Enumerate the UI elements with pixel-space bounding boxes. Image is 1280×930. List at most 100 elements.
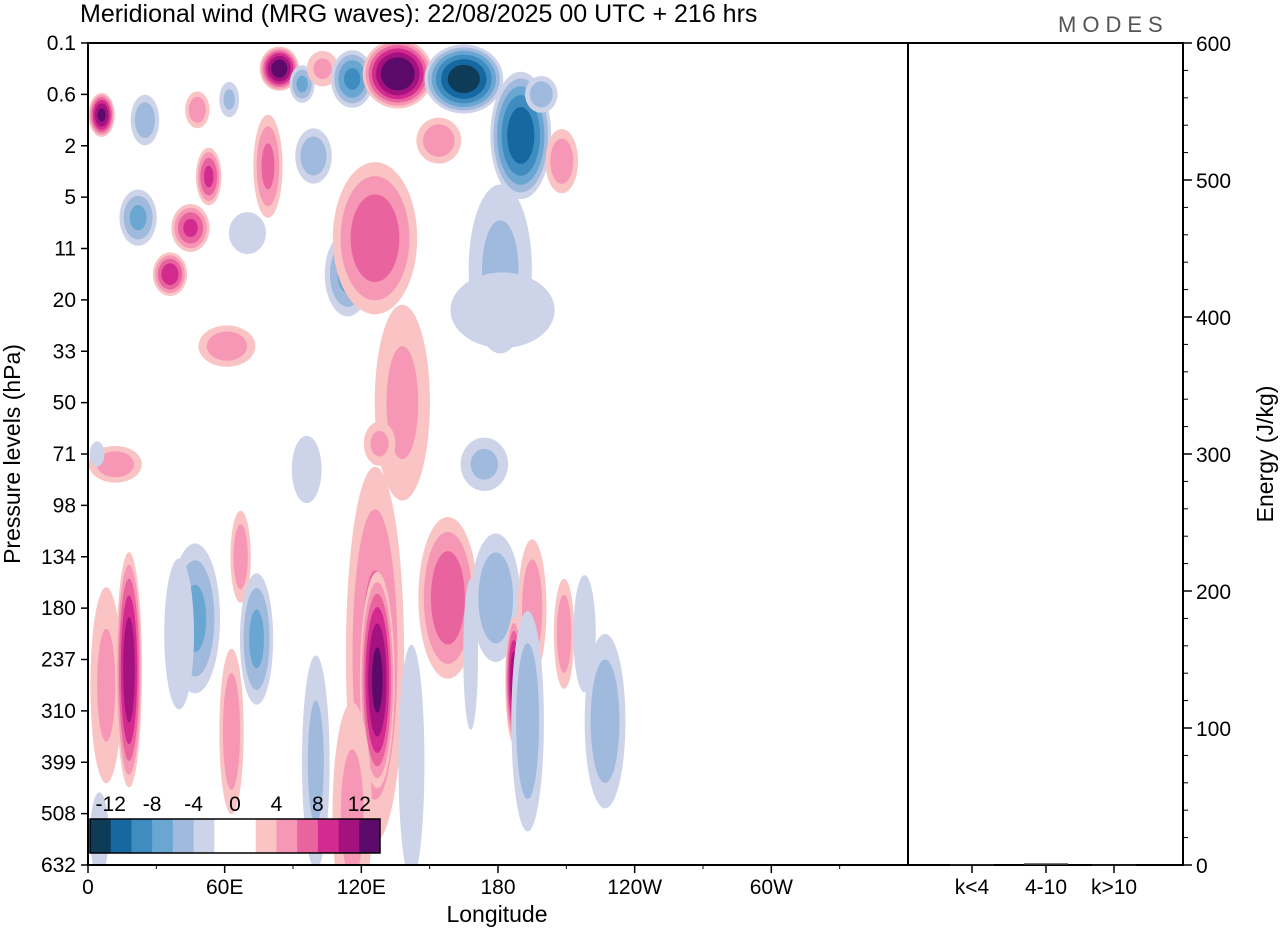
colorbar-swatch [338, 819, 360, 853]
wind-anomaly-29 [291, 435, 322, 504]
wind-anomaly-2 [185, 91, 210, 129]
energy-tick-label: 500 [1196, 170, 1231, 193]
wind-anomaly-17 [362, 43, 433, 109]
colorbar-swatch [359, 819, 381, 853]
wind-anomaly-9 [198, 325, 256, 367]
energy-category-label: 4-10 [1025, 876, 1067, 899]
wind-anomaly-35 [164, 558, 195, 710]
contour-level-2 [233, 524, 248, 590]
pressure-tick-label: 33 [53, 340, 76, 363]
y-axis-label-left: Pressure levels (hPa) [0, 344, 25, 564]
wind-anomaly-14 [306, 50, 339, 87]
contour-level-5 [123, 617, 135, 723]
contour-level-4 [161, 263, 179, 286]
wind-anomaly-10 [259, 46, 300, 91]
contour-level-2 [300, 136, 327, 176]
pressure-tick-label: 98 [53, 494, 76, 517]
colorbar-swatch [235, 819, 257, 853]
pressure-tick-label: 5 [64, 186, 76, 209]
wind-anomaly-19 [374, 304, 430, 501]
wind-anomaly-37 [239, 573, 274, 705]
wind-anomaly-4 [171, 203, 210, 252]
contour-level-3 [261, 143, 275, 190]
wind-anomaly-43 [398, 644, 425, 865]
contour-level-2 [134, 102, 156, 138]
energy-bar [950, 864, 994, 866]
wind-anomaly-52 [584, 633, 626, 809]
pressure-tick-label: 399 [41, 751, 76, 774]
contour-level-2 [386, 346, 419, 460]
contour-level-1 [398, 644, 425, 865]
colorbar-label: -8 [143, 793, 162, 816]
wind-anomaly-50 [553, 578, 575, 689]
contour-level-6 [271, 59, 288, 78]
contour-level-3 [296, 75, 308, 93]
pressure-tick-label: 0.1 [47, 32, 76, 55]
wind-anomaly-25 [545, 128, 579, 194]
pressure-tick-label: 237 [41, 649, 76, 672]
contour-level-2 [307, 700, 324, 824]
longitude-tick-label: 60W [750, 876, 793, 899]
energy-tick-label: 300 [1196, 444, 1231, 467]
wind-anomaly-36 [230, 510, 251, 603]
contour-field [88, 43, 626, 865]
energy-category-label: k<4 [955, 876, 990, 899]
energy-tick-label: 200 [1196, 581, 1231, 604]
longitude-tick-label: 120W [607, 876, 662, 899]
colorbar-label: -12 [96, 793, 126, 816]
chart-title: Meridional wind (MRG waves): 22/08/2025 … [80, 0, 757, 28]
wind-anomaly-32 [90, 587, 123, 784]
wind-anomaly-0 [88, 92, 115, 138]
energy-bar [1024, 863, 1068, 865]
energy-tick-label: 400 [1196, 307, 1231, 330]
colorbar-label: 12 [348, 793, 371, 816]
wind-anomaly-20 [424, 44, 504, 114]
contour-level-1 [164, 558, 195, 710]
contour-level-1 [228, 212, 267, 255]
contour-level-1 [291, 435, 322, 504]
wind-anomaly-7 [219, 81, 240, 118]
pressure-tick-label: 632 [41, 854, 76, 877]
colorbar-frame [89, 818, 381, 854]
contour-level-2 [478, 552, 514, 644]
wind-anomaly-48 [511, 610, 544, 832]
wind-anomaly-23 [524, 75, 558, 113]
pressure-tick-label: 508 [41, 803, 76, 826]
colorbar-label: -4 [184, 793, 203, 816]
colorbar-swatch [90, 819, 112, 853]
colorbar-swatch [255, 819, 277, 853]
colorbar: -12 -8 -4 0 4 8 12 [89, 793, 381, 854]
pressure-tick-label: 50 [53, 392, 76, 415]
longitude-tick-label: 120E [337, 876, 386, 899]
pressure-tick-label: 0.6 [47, 83, 76, 106]
colorbar-swatch [276, 819, 298, 853]
colorbar-swatch [193, 819, 215, 853]
wind-anomaly-33 [116, 552, 142, 788]
pressure-tick-label: 2 [64, 135, 76, 158]
longitude-tick-label: 180 [480, 876, 515, 899]
contour-level-6 [97, 108, 106, 122]
pressure-tick-label: 71 [53, 443, 76, 466]
contour-level-2 [206, 331, 248, 361]
contour-level-6 [380, 57, 415, 91]
contour-level-1 [450, 272, 555, 348]
contour-level-5 [507, 106, 535, 164]
colorbar-label: 0 [229, 793, 241, 816]
wind-anomaly-41 [359, 571, 395, 789]
colorbar-swatch [297, 819, 319, 853]
energy-tick-label: 100 [1196, 718, 1231, 741]
wind-anomaly-31 [460, 437, 509, 491]
colorbar-swatch [152, 819, 174, 853]
contour-level-2 [313, 58, 332, 79]
longitude-tick-label: 60E [206, 876, 243, 899]
y-axis-label-right: Energy (J/kg) [1252, 386, 1278, 523]
contour-level-4 [183, 218, 198, 238]
contour-level-2 [223, 89, 235, 110]
pressure-tick-label: 134 [41, 546, 76, 569]
wind-anomaly-49 [463, 578, 479, 730]
contour-level-3 [129, 205, 147, 231]
contour-level-6 [371, 647, 383, 713]
contour-level-2 [97, 628, 116, 742]
contour-level-2 [529, 81, 553, 108]
